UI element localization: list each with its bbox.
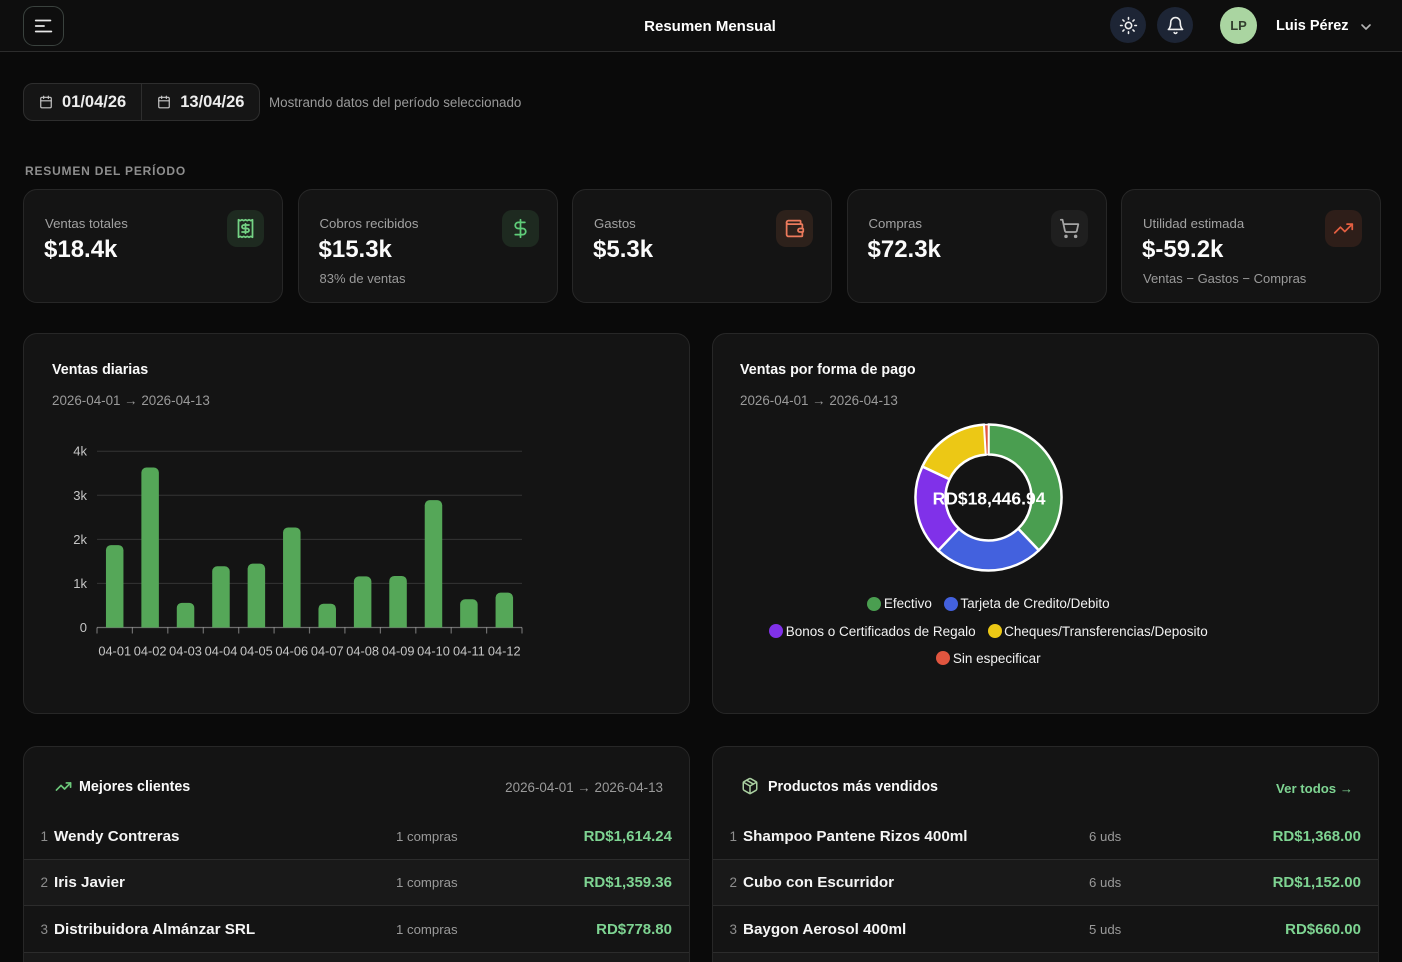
svg-text:04-02: 04-02 — [134, 644, 167, 659]
svg-text:04-04: 04-04 — [205, 644, 238, 659]
svg-text:0: 0 — [80, 620, 87, 635]
svg-text:04-12: 04-12 — [488, 644, 521, 659]
svg-text:1k: 1k — [73, 576, 87, 591]
svg-text:04-11: 04-11 — [453, 644, 485, 659]
svg-text:RD$18,446.94: RD$18,446.94 — [933, 489, 1046, 509]
svg-text:4k: 4k — [73, 444, 87, 459]
svg-text:04-09: 04-09 — [382, 644, 415, 659]
svg-text:04-05: 04-05 — [240, 644, 273, 659]
svg-text:3k: 3k — [73, 488, 87, 503]
svg-text:04-10: 04-10 — [417, 644, 450, 659]
svg-text:2k: 2k — [73, 532, 87, 547]
svg-text:04-03: 04-03 — [169, 644, 202, 659]
svg-text:04-01: 04-01 — [98, 644, 131, 659]
svg-text:04-08: 04-08 — [346, 644, 379, 659]
svg-text:04-07: 04-07 — [311, 644, 344, 659]
svg-text:04-06: 04-06 — [275, 644, 308, 659]
